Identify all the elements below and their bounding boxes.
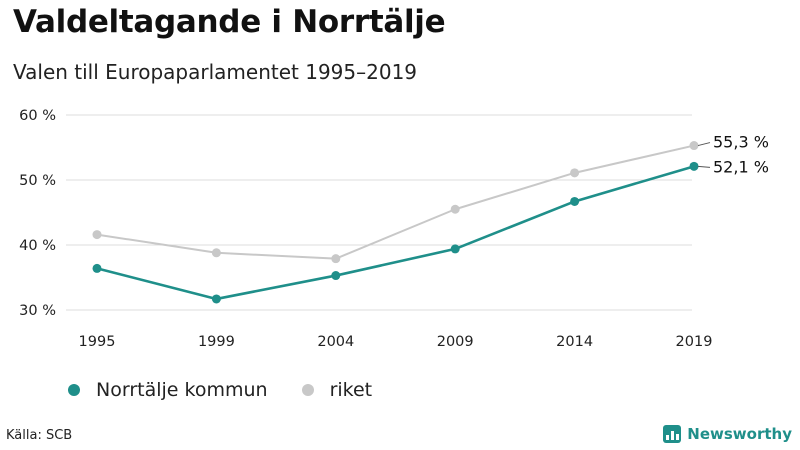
- data-point-kommun: [211, 294, 221, 304]
- series-line-kommun: [96, 165, 695, 301]
- x-tick-label: 2019: [676, 334, 713, 350]
- end-label-riket: 55,3 %: [713, 133, 769, 152]
- legend-label-riket: riket: [329, 379, 373, 401]
- bar-chart-icon: [663, 425, 682, 443]
- brand-name: Newsworthy: [687, 425, 792, 443]
- x-tick-label: 1995: [79, 334, 116, 350]
- y-tick-label: 50 %: [19, 173, 56, 189]
- data-point-riket: [211, 248, 221, 258]
- end-label-leader: [697, 165, 711, 168]
- x-tick-label: 1999: [198, 334, 235, 350]
- legend: Norrtälje kommun riket: [68, 379, 406, 401]
- data-point-kommun: [92, 263, 102, 273]
- x-tick-label: 2009: [437, 334, 474, 350]
- brand-logo: Newsworthy: [663, 425, 792, 443]
- legend-item-riket: riket: [301, 379, 373, 401]
- y-tick-label: 60 %: [19, 108, 56, 124]
- end-label-leader: [697, 142, 711, 147]
- line-chart: 30 % 40 % 50 % 60 % 1995 1999 2004 2009 2014 201…: [19, 108, 769, 350]
- chart-subtitle: Valen till Europaparlamentet 1995–2019: [13, 60, 418, 84]
- x-tick-label: 2014: [556, 334, 593, 350]
- source-note: Källa: SCB: [6, 428, 73, 443]
- data-point-kommun: [450, 244, 460, 254]
- legend-item-kommun: Norrtälje kommun: [68, 379, 268, 401]
- legend-swatch-riket: [301, 384, 314, 396]
- end-label-kommun: 52,1 %: [713, 157, 769, 176]
- legend-label-kommun: Norrtälje kommun: [96, 379, 268, 401]
- x-tick-label: 2004: [317, 334, 354, 350]
- data-point-riket: [92, 230, 102, 240]
- data-point-kommun: [570, 196, 580, 206]
- data-point-riket: [331, 254, 341, 264]
- data-point-riket: [450, 204, 460, 214]
- data-point-riket: [570, 168, 580, 178]
- y-tick-label: 30 %: [19, 303, 56, 319]
- data-point-kommun: [331, 271, 341, 281]
- y-tick-label: 40 %: [19, 238, 56, 254]
- legend-swatch-kommun: [68, 384, 80, 396]
- chart-title: Valdeltagande i Norrtälje: [13, 4, 446, 40]
- series-line-riket: [96, 144, 695, 260]
- data-point-riket: [689, 141, 699, 151]
- data-point-kommun: [689, 161, 699, 171]
